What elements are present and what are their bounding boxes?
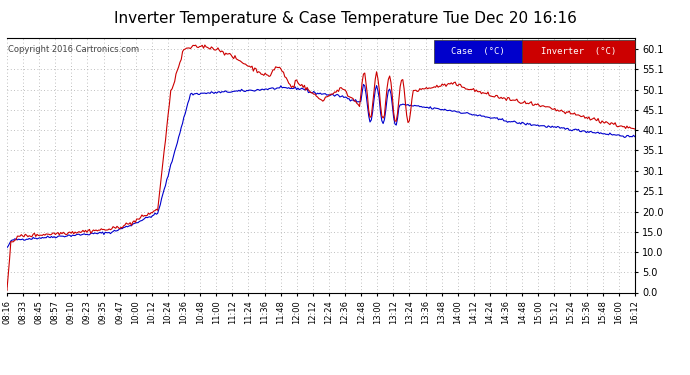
Text: Copyright 2016 Cartronics.com: Copyright 2016 Cartronics.com [8,45,139,54]
FancyBboxPatch shape [522,40,635,63]
Text: Case  (°C): Case (°C) [451,47,504,56]
Text: Inverter  (°C): Inverter (°C) [541,47,616,56]
Text: Inverter Temperature & Case Temperature Tue Dec 20 16:16: Inverter Temperature & Case Temperature … [114,11,576,26]
FancyBboxPatch shape [434,40,522,63]
